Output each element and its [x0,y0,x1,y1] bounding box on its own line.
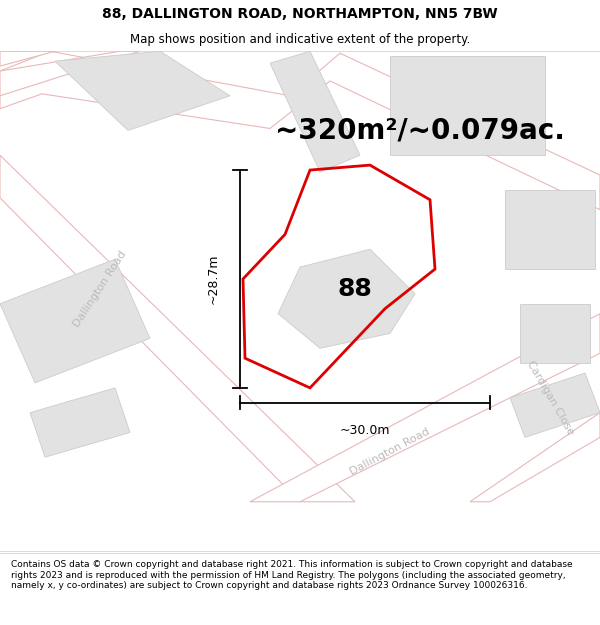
Polygon shape [470,412,600,502]
Text: Contains OS data © Crown copyright and database right 2021. This information is : Contains OS data © Crown copyright and d… [11,560,572,590]
Polygon shape [270,51,360,172]
Polygon shape [278,249,415,348]
Text: Dallington Road: Dallington Road [349,427,431,478]
Polygon shape [0,51,140,96]
Polygon shape [0,259,150,383]
Text: Dallington Road: Dallington Road [71,249,128,329]
Text: Cardigan Close: Cardigan Close [524,359,575,437]
Polygon shape [30,388,130,458]
Polygon shape [510,373,600,438]
Text: 88: 88 [338,277,373,301]
Polygon shape [250,314,600,502]
Text: ~320m²/~0.079ac.: ~320m²/~0.079ac. [275,116,565,144]
Text: ~28.7m: ~28.7m [206,254,220,304]
Text: 88, DALLINGTON ROAD, NORTHAMPTON, NN5 7BW: 88, DALLINGTON ROAD, NORTHAMPTON, NN5 7B… [102,8,498,21]
Text: ~30.0m: ~30.0m [340,424,390,437]
Polygon shape [0,155,355,502]
Text: Map shows position and indicative extent of the property.: Map shows position and indicative extent… [130,34,470,46]
Polygon shape [0,51,55,66]
Polygon shape [55,51,230,131]
Polygon shape [390,56,545,155]
Polygon shape [505,190,595,269]
Polygon shape [0,51,600,209]
Polygon shape [520,304,590,363]
